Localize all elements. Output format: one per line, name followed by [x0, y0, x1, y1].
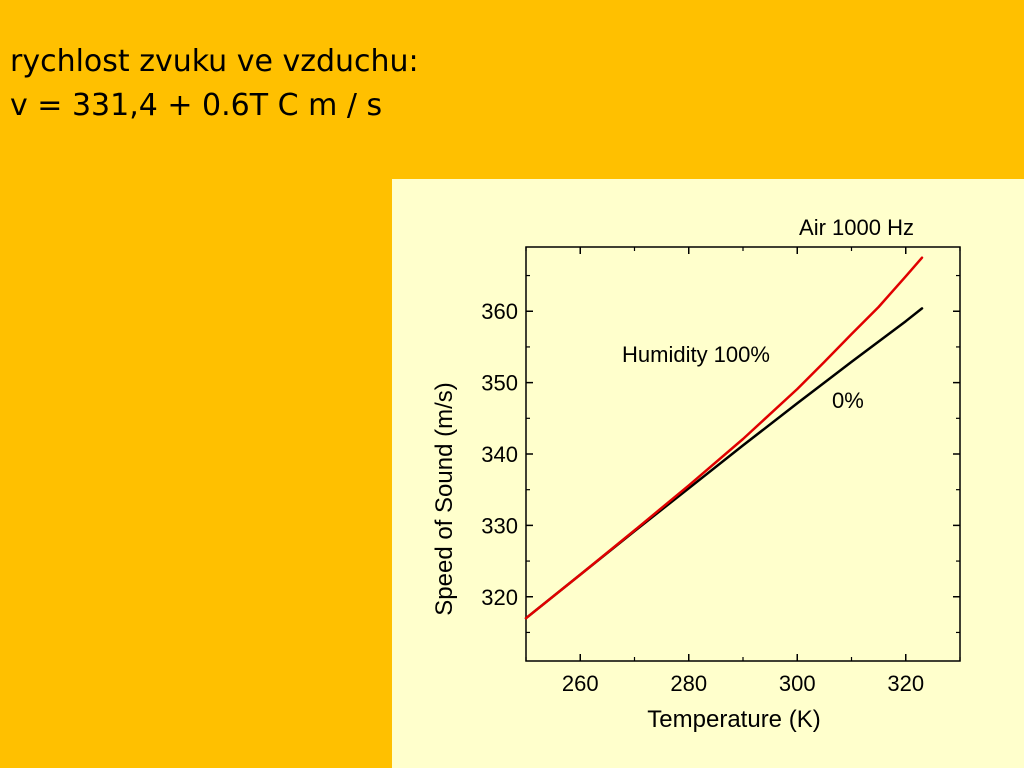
chart-title: Air 1000 Hz [799, 215, 914, 240]
heading-line-2: v = 331,4 + 0.6T C m / s [10, 88, 383, 123]
chart-panel: 260 280 300 320 320 330 340 350 360 Air 1000 Hz … [392, 179, 1024, 768]
x-tick-label: 280 [670, 671, 707, 696]
y-tick-label: 350 [481, 371, 518, 396]
y-axis-label: Speed of Sound (m/s) [431, 382, 458, 615]
x-tick-label: 320 [887, 671, 924, 696]
x-tick-label: 300 [779, 671, 816, 696]
plot-frame [525, 246, 961, 662]
x-axis-label: Temperature (K) [647, 706, 820, 733]
series-label-humid: Humidity 100% [622, 342, 770, 367]
y-tick-label: 360 [481, 299, 518, 324]
y-tick-label: 320 [481, 585, 518, 610]
x-tick-label: 260 [562, 671, 599, 696]
heading-line-1: rychlost zvuku ve vzduchu: [10, 44, 419, 79]
series-label-dry: 0% [832, 388, 864, 413]
y-tick-label: 330 [481, 513, 518, 538]
slide-heading: rychlost zvuku ve vzduchu: v = 331,4 + 0… [10, 40, 419, 128]
y-tick-label: 340 [481, 442, 518, 467]
series-line-humid [524, 256, 924, 620]
